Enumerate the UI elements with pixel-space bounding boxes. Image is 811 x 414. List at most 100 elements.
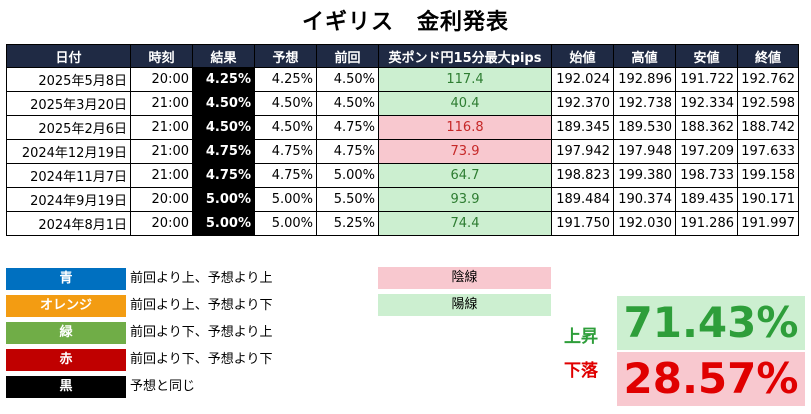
cell-date: 2024年8月1日 — [6, 211, 131, 236]
cell-close: 192.598 — [737, 91, 799, 116]
legend-description: 前回より下、予想より下 — [130, 352, 273, 367]
rate-table: 日付 時刻 結果 予想 前回 英ポンド円15分最大pips 始値 高値 安値 終… — [6, 44, 799, 236]
cell-forecast: 4.75% — [254, 163, 317, 188]
col-header-high: 高値 — [613, 44, 676, 68]
legend-color-box: オレンジ — [6, 295, 126, 317]
legend-description: 前回より下、予想より上 — [130, 325, 273, 340]
cell-pips: 116.8 — [378, 115, 552, 140]
cell-previous: 5.50% — [316, 187, 379, 212]
cell-high: 197.948 — [613, 139, 676, 164]
cell-time: 20:00 — [130, 67, 193, 92]
table-row: 2025年3月20日 21:00 4.50% 4.50% 4.50% 40.4 192.37… — [6, 91, 799, 116]
legend-color-box: 黒 — [6, 376, 126, 398]
table-row: 2024年9月19日 20:00 5.00% 5.00% 5.50% 93.9 189.48… — [6, 187, 799, 212]
cell-time: 21:00 — [130, 139, 193, 164]
cell-result: 4.25% — [192, 67, 255, 92]
table-row: 2024年12月19日 21:00 4.75% 4.75% 4.75% 73.9 197.9… — [6, 139, 799, 164]
legend-item: 緑前回より下、予想より上 — [6, 322, 406, 344]
cell-time: 21:00 — [130, 115, 193, 140]
cell-low: 191.722 — [675, 67, 738, 92]
cell-open: 192.370 — [551, 91, 614, 116]
col-header-forecast: 予想 — [254, 44, 317, 68]
cell-date: 2024年12月19日 — [6, 139, 131, 164]
candle-yin-key: 陰線 — [378, 267, 551, 289]
col-header-low: 安値 — [675, 44, 738, 68]
cell-pips: 117.4 — [378, 67, 552, 92]
cell-high: 192.896 — [613, 67, 676, 92]
cell-pips: 74.4 — [378, 211, 552, 236]
cell-open: 189.345 — [551, 115, 614, 140]
cell-high: 189.530 — [613, 115, 676, 140]
cell-open: 192.024 — [551, 67, 614, 92]
table-header-row: 日付 時刻 結果 予想 前回 英ポンド円15分最大pips 始値 高値 安値 終… — [6, 44, 799, 68]
cell-open: 189.484 — [551, 187, 614, 212]
cell-date: 2024年11月7日 — [6, 163, 131, 188]
cell-previous: 4.75% — [316, 115, 379, 140]
col-header-result: 結果 — [192, 44, 255, 68]
legend-color-box: 緑 — [6, 322, 126, 344]
cell-result: 4.75% — [192, 163, 255, 188]
cell-forecast: 4.50% — [254, 91, 317, 116]
cell-result: 5.00% — [192, 211, 255, 236]
cell-close: 197.633 — [737, 139, 799, 164]
cell-open: 197.942 — [551, 139, 614, 164]
legend-item: 赤前回より下、予想より下 — [6, 349, 406, 371]
col-header-close: 終値 — [737, 44, 799, 68]
cell-low: 197.209 — [675, 139, 738, 164]
cell-low: 188.362 — [675, 115, 738, 140]
cell-pips: 40.4 — [378, 91, 552, 116]
cell-previous: 4.50% — [316, 67, 379, 92]
cell-date: 2025年3月20日 — [6, 91, 131, 116]
cell-open: 191.750 — [551, 211, 614, 236]
cell-time: 21:00 — [130, 91, 193, 116]
cell-high: 192.738 — [613, 91, 676, 116]
cell-low: 189.435 — [675, 187, 738, 212]
cell-open: 198.823 — [551, 163, 614, 188]
cell-low: 198.733 — [675, 163, 738, 188]
cell-result: 5.00% — [192, 187, 255, 212]
cell-date: 2025年2月6日 — [6, 115, 131, 140]
legend-color-box: 青 — [6, 268, 126, 290]
cell-low: 192.334 — [675, 91, 738, 116]
col-header-pips: 英ポンド円15分最大pips — [378, 44, 552, 68]
cell-close: 192.762 — [737, 67, 799, 92]
table-row: 2024年11月7日 21:00 4.75% 4.75% 5.00% 64.7 198.82… — [6, 163, 799, 188]
table-row: 2025年5月8日 20:00 4.25% 4.25% 4.50% 117.4 192.02… — [6, 67, 799, 92]
page-title: イギリス 金利発表 — [301, 10, 509, 35]
cell-time: 20:00 — [130, 187, 193, 212]
legend-description: 前回より上、予想より下 — [130, 298, 273, 313]
cell-pips: 93.9 — [378, 187, 552, 212]
cell-forecast: 5.00% — [254, 187, 317, 212]
cell-close: 190.171 — [737, 187, 799, 212]
cell-time: 20:00 — [130, 211, 193, 236]
cell-result: 4.75% — [192, 139, 255, 164]
down-percentage: 28.57% — [617, 352, 805, 406]
cell-previous: 5.25% — [316, 211, 379, 236]
cell-date: 2025年5月8日 — [6, 67, 131, 92]
col-header-date: 日付 — [6, 44, 131, 68]
cell-time: 21:00 — [130, 163, 193, 188]
cell-date: 2024年9月19日 — [6, 187, 131, 212]
col-header-previous: 前回 — [316, 44, 379, 68]
legend-item: 黒予想と同じ — [6, 376, 406, 398]
legend-item: オレンジ 前回より上、予想より下 — [6, 295, 406, 317]
col-header-open: 始値 — [551, 44, 614, 68]
cell-forecast: 4.75% — [254, 139, 317, 164]
cell-forecast: 4.50% — [254, 115, 317, 140]
cell-previous: 4.50% — [316, 91, 379, 116]
cell-close: 199.158 — [737, 163, 799, 188]
legend-description: 前回より上、予想より上 — [130, 271, 273, 286]
legend-item: 青前回より上、予想より上 — [6, 268, 406, 290]
cell-previous: 5.00% — [316, 163, 379, 188]
cell-forecast: 4.25% — [254, 67, 317, 92]
cell-high: 192.030 — [613, 211, 676, 236]
cell-pips: 64.7 — [378, 163, 552, 188]
cell-close: 191.997 — [737, 211, 799, 236]
cell-high: 199.380 — [613, 163, 676, 188]
cell-previous: 4.75% — [316, 139, 379, 164]
cell-forecast: 5.00% — [254, 211, 317, 236]
table-row: 2025年2月6日 21:00 4.50% 4.50% 4.75% 116.8 189.34… — [6, 115, 799, 140]
cell-close: 188.742 — [737, 115, 799, 140]
legend-description: 予想と同じ — [130, 379, 196, 394]
col-header-time: 時刻 — [130, 44, 193, 68]
